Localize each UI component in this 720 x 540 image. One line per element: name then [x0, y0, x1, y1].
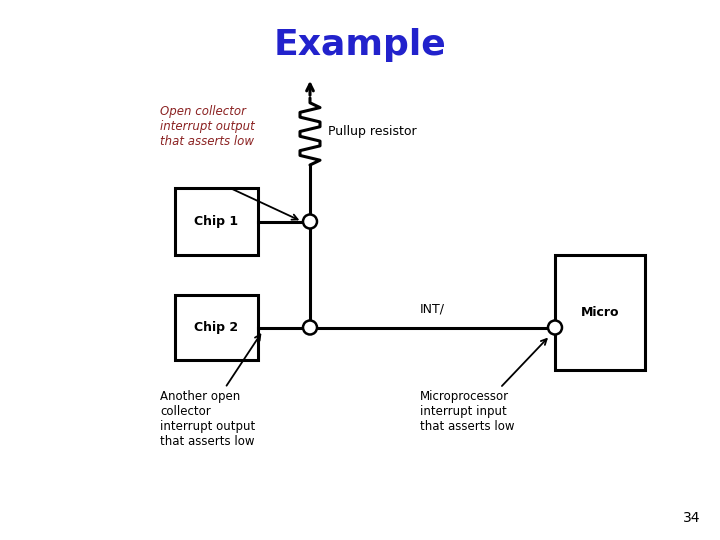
Text: Chip 1: Chip 1	[194, 215, 238, 228]
Text: 34: 34	[683, 511, 700, 525]
Text: Chip 2: Chip 2	[194, 321, 238, 334]
Bar	[175, 188, 258, 255]
Circle shape	[303, 321, 317, 334]
Text: Microprocessor
interrupt input
that asserts low: Microprocessor interrupt input that asse…	[420, 390, 515, 433]
Text: INT/: INT/	[420, 302, 445, 315]
Circle shape	[548, 321, 562, 334]
Bar	[555, 255, 645, 370]
Text: Open collector
interrupt output
that asserts low: Open collector interrupt output that ass…	[160, 105, 255, 148]
Bar	[175, 295, 258, 360]
Text: Micro: Micro	[581, 306, 619, 319]
Text: Another open
collector
interrupt output
that asserts low: Another open collector interrupt output …	[160, 390, 256, 448]
Circle shape	[303, 214, 317, 228]
Text: Pullup resistor: Pullup resistor	[328, 125, 417, 138]
Text: Example: Example	[274, 28, 446, 62]
